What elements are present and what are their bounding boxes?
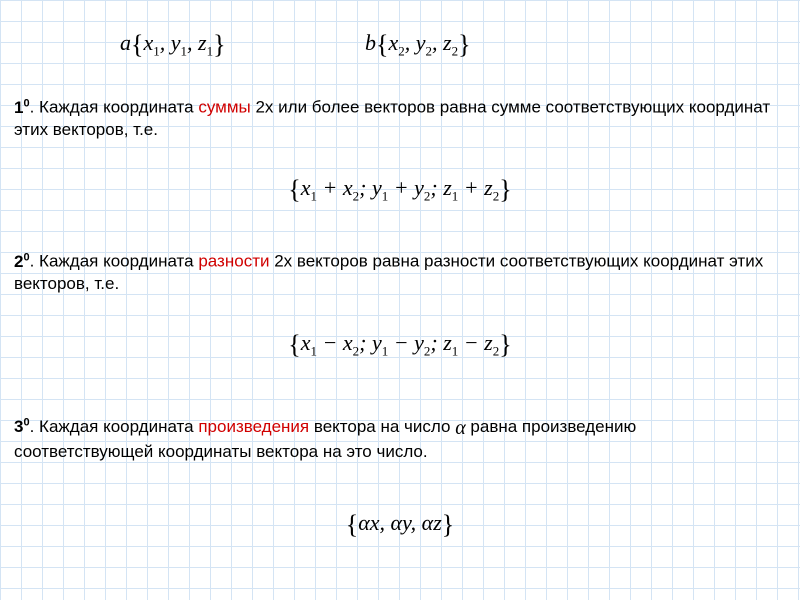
rule-2-keyword: разности [198, 252, 269, 271]
rule-3-keyword: произведения [198, 417, 309, 436]
rule-3-after-1: вектора на число [309, 417, 455, 436]
rule-3-text: 30. Каждая координата произведения векто… [14, 415, 780, 463]
rule-3-before: . Каждая координата [30, 417, 199, 436]
rule-1-text: 10. Каждая координата суммы 2х или более… [14, 96, 780, 141]
rule-1-formula: {x1 + x2; y1 + y2; z1 + z2} [0, 175, 800, 205]
vector-a-notation: a{x1, y1, z1} [120, 30, 226, 60]
rule-1-keyword: суммы [198, 98, 250, 117]
vector-b-notation: b{x2, y2, z2} [365, 30, 471, 60]
rule-3-formula: {αx, αy, αz} [0, 510, 800, 540]
alpha-symbol: α [455, 415, 466, 441]
vector-a-letter: a [120, 30, 131, 55]
vector-b-letter: b [365, 30, 376, 55]
rule-1-before: . Каждая координата [30, 98, 199, 117]
rule-2-before: . Каждая координата [30, 252, 199, 271]
rule-2-formula: {x1 − x2; y1 − y2; z1 − z2} [0, 330, 800, 360]
rule-2-text: 20. Каждая координата разности 2х вектор… [14, 250, 780, 295]
